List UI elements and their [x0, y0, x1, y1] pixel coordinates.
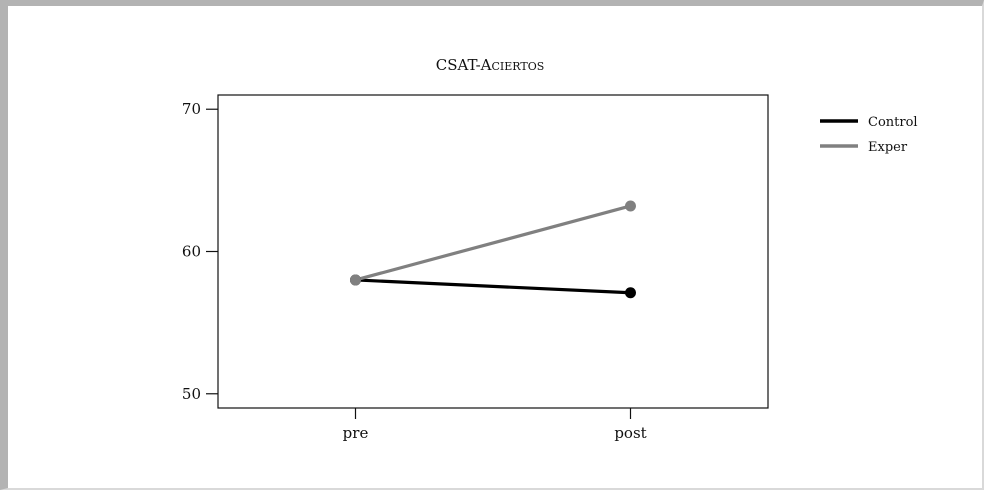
chart-title: CSAT-ACIERTOS	[436, 56, 545, 74]
x-axis: pre post	[343, 408, 647, 442]
data-point-exper	[625, 200, 636, 212]
legend: Control Exper	[820, 115, 918, 155]
series-layer	[350, 200, 636, 299]
plot-area	[217, 94, 769, 409]
data-point-exper	[350, 274, 361, 286]
y-tick-label: 70	[182, 100, 201, 118]
x-tick-label: pre	[343, 424, 369, 442]
y-axis: 50 60 70	[182, 100, 218, 403]
legend-label-exper: Exper	[868, 140, 908, 155]
legend-label-control: Control	[868, 115, 918, 130]
x-tick-label: post	[614, 424, 646, 442]
series-line-control	[353, 278, 633, 295]
series-line-exper	[353, 204, 633, 282]
y-tick-label: 60	[182, 243, 201, 261]
data-point-control	[625, 287, 636, 299]
y-tick-label: 50	[182, 385, 201, 403]
